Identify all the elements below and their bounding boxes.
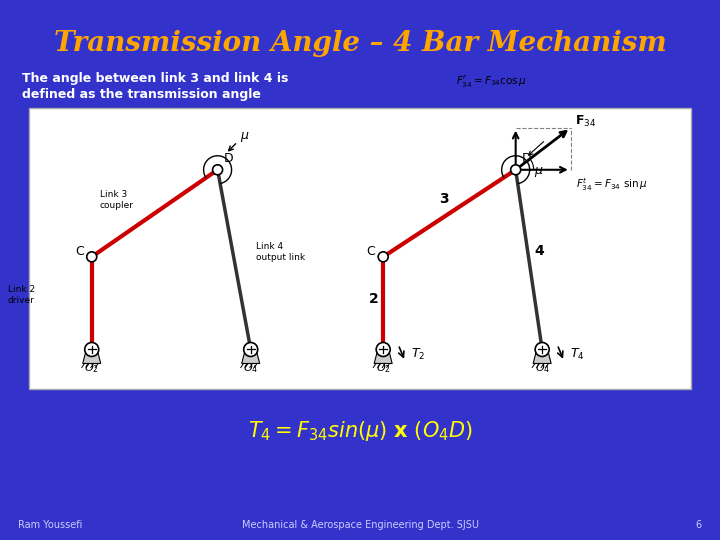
Circle shape [510,165,521,175]
Text: C: C [75,245,84,258]
FancyBboxPatch shape [29,108,691,389]
Circle shape [85,342,99,356]
Text: $F_{34}^t = F_{34}\ \sin\mu$: $F_{34}^t = F_{34}\ \sin\mu$ [576,176,647,193]
Polygon shape [83,349,101,363]
Text: $O_4$: $O_4$ [534,361,550,375]
Text: $O_2$: $O_2$ [84,361,99,375]
Text: defined as the transmission angle: defined as the transmission angle [22,88,261,101]
Text: Ram Youssefi: Ram Youssefi [18,520,82,530]
Text: $T_2$: $T_2$ [411,347,426,362]
Polygon shape [242,349,260,363]
Text: 3: 3 [439,192,449,206]
Polygon shape [533,349,552,363]
Text: Mechanical & Aerospace Engineering Dept. SJSU: Mechanical & Aerospace Engineering Dept.… [241,520,479,530]
Text: The angle between link 3 and link 4 is: The angle between link 3 and link 4 is [22,72,289,85]
Text: $\mu$: $\mu$ [534,165,544,179]
Text: 4: 4 [534,244,544,258]
Circle shape [376,342,390,356]
Text: $T_4$: $T_4$ [570,347,585,362]
Text: 6: 6 [696,520,702,530]
Circle shape [243,342,258,356]
Text: $O_4$: $O_4$ [243,361,258,375]
Circle shape [535,342,549,356]
Text: $F_{34}^r = F_{34}\cos\mu$: $F_{34}^r = F_{34}\cos\mu$ [456,73,527,90]
Text: D: D [522,152,531,165]
Text: Transmission Angle – 4 Bar Mechanism: Transmission Angle – 4 Bar Mechanism [53,30,667,57]
Polygon shape [374,349,392,363]
Text: C: C [366,245,375,258]
Text: D: D [224,152,233,165]
Text: Link 3
coupler: Link 3 coupler [100,190,134,210]
Circle shape [86,252,96,262]
Circle shape [212,165,222,175]
Text: Link 2
driver: Link 2 driver [8,285,35,305]
Text: $\mu$: $\mu$ [240,130,249,144]
Circle shape [378,252,388,262]
Text: $T_4 = F_{34}$$\mathit{sin}(\mu)\ \mathbf{x}\ (O_4 D)$: $T_4 = F_{34}$$\mathit{sin}(\mu)\ \mathb… [248,419,472,443]
Text: Link 4
output link: Link 4 output link [256,241,305,262]
Text: $\mathbf{F}_{34}$: $\mathbf{F}_{34}$ [575,114,596,129]
Text: $O_2$: $O_2$ [376,361,391,375]
Text: 2: 2 [369,292,379,306]
